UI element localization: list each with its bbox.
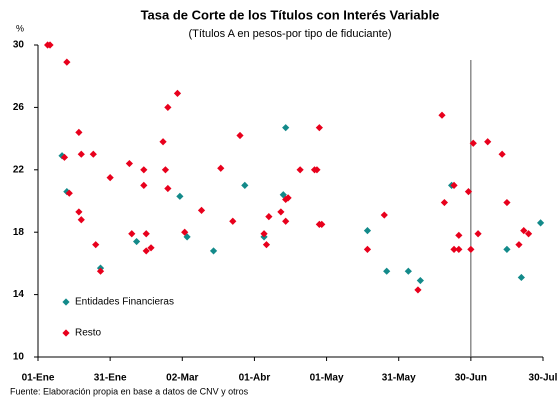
y-tick-label: 18 [13,227,25,238]
point [517,273,525,282]
legend-marker [62,329,70,337]
point [140,166,148,174]
point [161,166,170,174]
point [140,181,148,189]
y-tick-label: 14 [13,289,25,300]
point [474,230,482,238]
point [520,227,528,235]
point [60,153,69,161]
point [260,230,268,238]
chart-title: Tasa de Corte de los Títulos con Interés… [141,7,440,22]
point [181,228,189,236]
point [125,159,133,168]
point [524,230,533,238]
legend-marker [62,298,70,306]
point [380,211,388,219]
point [176,192,184,200]
point [106,174,114,182]
point [414,286,422,294]
point [142,247,150,255]
point [318,220,326,228]
point [282,217,290,225]
x-tick-label: 02-Mar [166,373,198,384]
point [277,208,285,216]
point [142,230,150,238]
point [63,58,71,66]
point [440,198,449,207]
point [467,245,475,253]
point [313,166,321,174]
point [503,245,511,253]
y-axis-label: % [16,23,24,33]
point [438,111,446,119]
point [503,198,511,207]
point [464,188,473,196]
point [536,219,545,227]
point [75,128,83,136]
x-tick-label: 01-Abr [239,373,271,384]
point [164,103,172,111]
point [92,241,100,249]
point [217,164,225,172]
point [416,276,424,285]
point [363,227,372,235]
point [282,124,290,132]
y-tick-label: 30 [13,40,25,51]
y-tick-label: 26 [13,102,25,113]
point [229,217,237,225]
point [159,138,167,146]
point [147,244,155,252]
point [173,89,182,97]
point [132,237,141,246]
point [383,267,391,275]
x-tick-label: 30-Jun [455,373,487,384]
x-tick-label: 01-Ene [22,373,55,384]
point [469,139,477,147]
x-tick-label: 30-Jul [529,373,558,384]
point [236,131,244,140]
point [164,184,172,193]
point [241,181,249,189]
point [77,150,85,158]
point [77,216,85,224]
point [455,231,463,239]
x-tick-label: 01-May [310,373,344,384]
point [265,213,273,221]
point [284,194,292,202]
point [46,41,54,49]
point [498,150,506,158]
source-note: Fuente: Elaboración propia en base a dat… [10,386,249,396]
point [75,208,83,216]
point [455,245,463,253]
point [89,150,97,158]
point [450,245,458,253]
point [315,124,323,132]
legend-label: Resto [75,328,102,339]
point [296,166,304,174]
chart-subtitle: (Títulos A en pesos-por tipo de fiducian… [188,28,391,40]
point [404,267,412,275]
point [450,181,458,189]
point [96,267,105,275]
point [363,245,372,253]
point [484,138,492,146]
point [209,247,218,255]
y-tick-label: 10 [13,352,25,363]
legend-label: Entidades Financieras [75,297,174,308]
x-tick-label: 31-May [382,373,416,384]
point [262,241,271,249]
point [58,152,66,160]
point [515,241,523,249]
x-tick-label: 31-Ene [94,373,127,384]
y-tick-label: 22 [13,164,25,175]
point [65,189,73,197]
point [197,206,206,214]
point [128,230,136,238]
